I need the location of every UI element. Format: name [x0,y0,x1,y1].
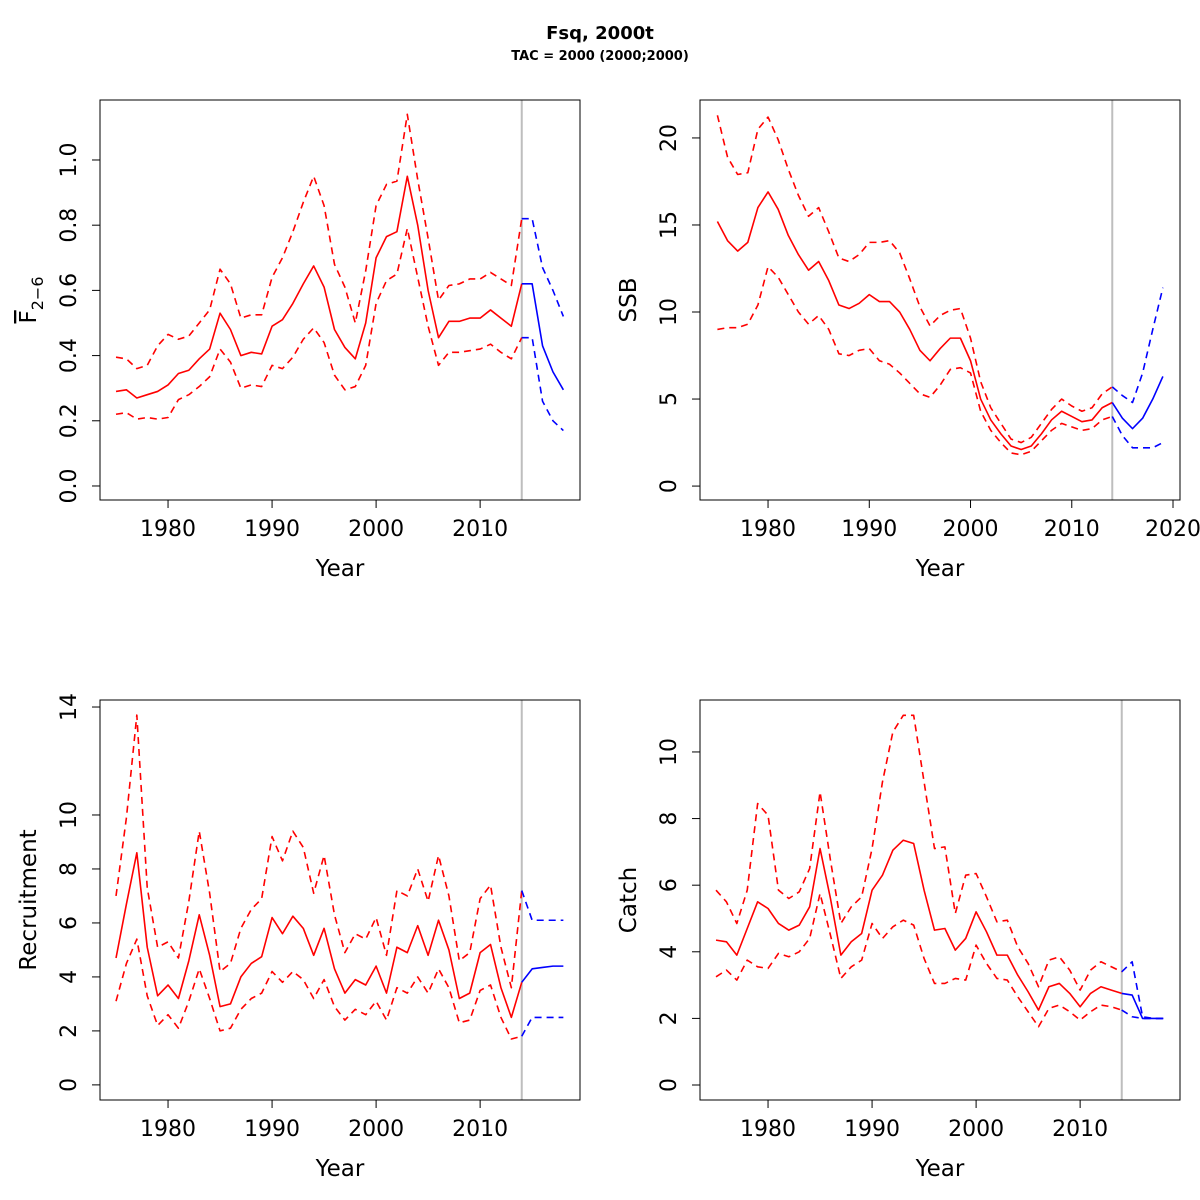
y-tick-label: 6 [57,916,82,930]
y-tick-label: 0.8 [57,208,82,243]
y-tick-label: 15 [657,211,682,239]
x-tick-label: 1990 [844,1117,900,1142]
y-tick-label: 2 [657,1011,682,1025]
median-line [521,965,564,983]
y-tick-label: 5 [657,392,682,406]
x-tick-label: 2000 [348,517,404,542]
x-tick-label: 1980 [140,517,196,542]
median-line [115,175,523,399]
interval-line [1111,287,1164,404]
interval-line [715,714,1123,991]
plot-frame [699,99,1181,501]
interval-line [520,890,564,922]
y-tick-label: 10 [657,738,682,766]
interval-line [715,892,1122,1028]
x-tick-label: 2000 [943,517,999,542]
y-tick-label: 10 [57,801,82,829]
median-line [115,851,523,1019]
y-tick-label: 1.0 [57,142,82,177]
x-tick-label: 1980 [140,1117,196,1142]
x-tick-label: 2020 [1145,517,1200,542]
interval-line [115,113,523,370]
y-axis-label-main: SSB [616,278,642,323]
figure-subtitle: TAC = 2000 (2000;2000) [511,49,689,64]
median-line [715,839,1122,1011]
panel: 1980 1990 2000 2010 2020 0 5 10 15 20 Year SSB [616,99,1200,582]
y-tick-label: 0.2 [57,403,82,438]
x-tick-label: 2010 [1052,1117,1108,1142]
y-tick-label: 0 [657,479,682,493]
interval-line [115,938,522,1040]
y-tick-label: 6 [657,878,682,892]
panel: 1980 1990 2000 2010 0.0 0.2 0.4 0.6 0.8 1.0 Year F2… [16,99,581,582]
interval-line [521,1016,564,1037]
y-tick-label: 2 [57,1024,82,1038]
y-tick-label: 0 [57,1078,82,1092]
x-tick-label: 1990 [841,517,897,542]
x-axis-label: Year [915,1156,965,1182]
median-line [1121,992,1164,1020]
x-tick-label: 2000 [948,1117,1004,1142]
y-axis-label-main: F [16,310,42,323]
panel: 1980 1990 2000 2010 0 2 4 6 8 10 14 Year Recruitment [16,693,581,1182]
interval-line [717,265,1113,456]
y-tick-label: 10 [657,298,682,326]
y-axis-label: Catch [616,867,642,933]
y-tick-label: 4 [657,945,682,959]
interval-line [521,336,564,432]
panel: 1980 1990 2000 2010 0 2 4 6 8 10 Year Catch [616,699,1181,1182]
x-axis-label: Year [915,556,965,582]
figure-title: Fsq, 2000t [546,23,654,44]
x-axis-label: Year [315,1156,365,1182]
interval-line [115,227,523,420]
x-tick-label: 1980 [740,1117,796,1142]
plot-frame [99,699,581,1101]
y-tick-label: 4 [57,970,82,984]
x-tick-label: 2010 [452,517,508,542]
interval-line [1121,1009,1164,1020]
x-axis-label: Year [315,556,365,582]
x-tick-label: 2010 [1044,517,1100,542]
y-tick-label: 8 [657,812,682,826]
x-tick-label: 1990 [244,517,300,542]
interval-line [115,714,523,989]
median-line [1111,376,1164,430]
y-axis-label-subscript: 2−6 [28,277,47,311]
median-line [716,191,1113,451]
x-tick-label: 2010 [452,1117,508,1142]
y-tick-label: 0 [657,1078,682,1092]
x-tick-label: 1980 [740,517,796,542]
y-axis-label: F2−6 [16,277,47,324]
y-tick-label: 14 [57,693,82,721]
y-axis-label-main: Catch [616,867,642,933]
plot-frame [99,99,581,501]
interval-line [1121,960,1164,1020]
y-tick-label: 0.6 [57,273,82,308]
y-axis-label-main: Recruitment [16,829,42,970]
interval-line [521,217,565,317]
interval-line [1111,416,1164,449]
y-tick-label: 0.0 [57,468,82,503]
y-tick-label: 8 [57,862,82,876]
interval-line [716,115,1113,444]
y-tick-label: 0.4 [57,338,82,373]
y-axis-label: Recruitment [16,829,42,970]
y-axis-label: SSB [616,278,642,323]
plot-frame [699,699,1181,1101]
x-tick-label: 1990 [244,1117,300,1142]
y-tick-label: 20 [657,124,682,152]
x-tick-label: 2000 [348,1117,404,1142]
median-line [521,283,565,391]
